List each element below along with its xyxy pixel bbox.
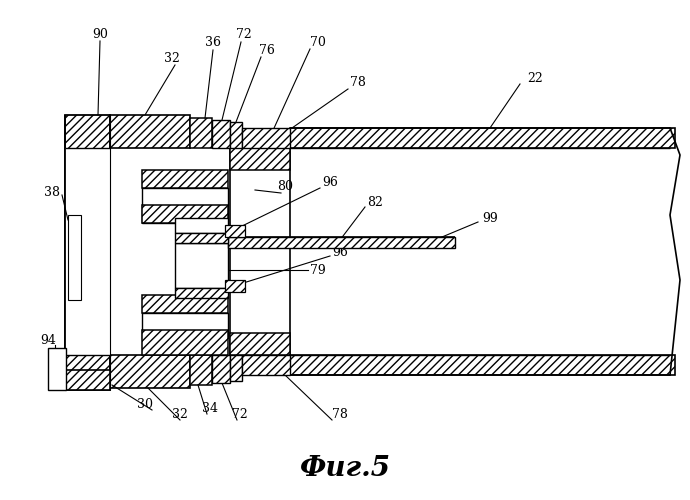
Bar — [65, 370, 110, 390]
Bar — [175, 288, 228, 298]
Text: 96: 96 — [332, 246, 348, 258]
Text: 72: 72 — [232, 408, 248, 422]
Text: 79: 79 — [310, 264, 326, 276]
Text: 90: 90 — [92, 28, 108, 40]
Text: 96: 96 — [322, 176, 338, 188]
Text: 82: 82 — [367, 196, 383, 208]
Bar — [142, 170, 228, 188]
Text: 30: 30 — [137, 398, 153, 411]
Bar — [212, 355, 230, 383]
Bar — [65, 148, 110, 355]
Bar — [110, 115, 190, 148]
Text: 78: 78 — [350, 76, 366, 88]
Bar — [142, 295, 228, 313]
Text: 36: 36 — [205, 36, 221, 50]
Bar — [48, 348, 66, 390]
Bar — [110, 355, 190, 388]
Bar — [175, 233, 228, 243]
Bar — [242, 355, 290, 375]
Text: 94: 94 — [40, 334, 56, 346]
Bar — [175, 218, 228, 233]
Bar — [142, 313, 228, 338]
Text: Фиг.5: Фиг.5 — [299, 454, 391, 481]
Bar — [68, 215, 81, 300]
Text: 76: 76 — [259, 44, 275, 57]
Text: 32: 32 — [172, 408, 188, 422]
Bar — [230, 148, 290, 170]
Text: 99: 99 — [482, 212, 498, 224]
Text: 32: 32 — [164, 52, 180, 64]
Bar — [290, 148, 675, 355]
Bar — [212, 120, 230, 148]
Bar — [230, 148, 290, 355]
Bar — [242, 128, 290, 148]
Bar — [230, 122, 242, 148]
Bar — [190, 355, 212, 385]
Bar — [290, 355, 675, 375]
Bar — [142, 330, 228, 355]
Bar — [225, 280, 245, 292]
Bar — [142, 205, 228, 223]
Bar — [230, 355, 242, 381]
Bar — [142, 188, 228, 223]
Bar — [230, 333, 290, 355]
Bar — [225, 225, 245, 237]
Text: 80: 80 — [277, 180, 293, 194]
Bar — [190, 118, 212, 148]
Bar — [228, 237, 455, 248]
Bar — [65, 115, 110, 390]
Text: 72: 72 — [236, 28, 252, 42]
Text: 38: 38 — [44, 186, 60, 198]
Text: 78: 78 — [332, 408, 348, 422]
Text: 22: 22 — [527, 72, 543, 85]
Bar — [175, 243, 228, 288]
Text: 34: 34 — [202, 402, 218, 414]
Text: 70: 70 — [310, 36, 326, 49]
Bar — [290, 128, 675, 148]
